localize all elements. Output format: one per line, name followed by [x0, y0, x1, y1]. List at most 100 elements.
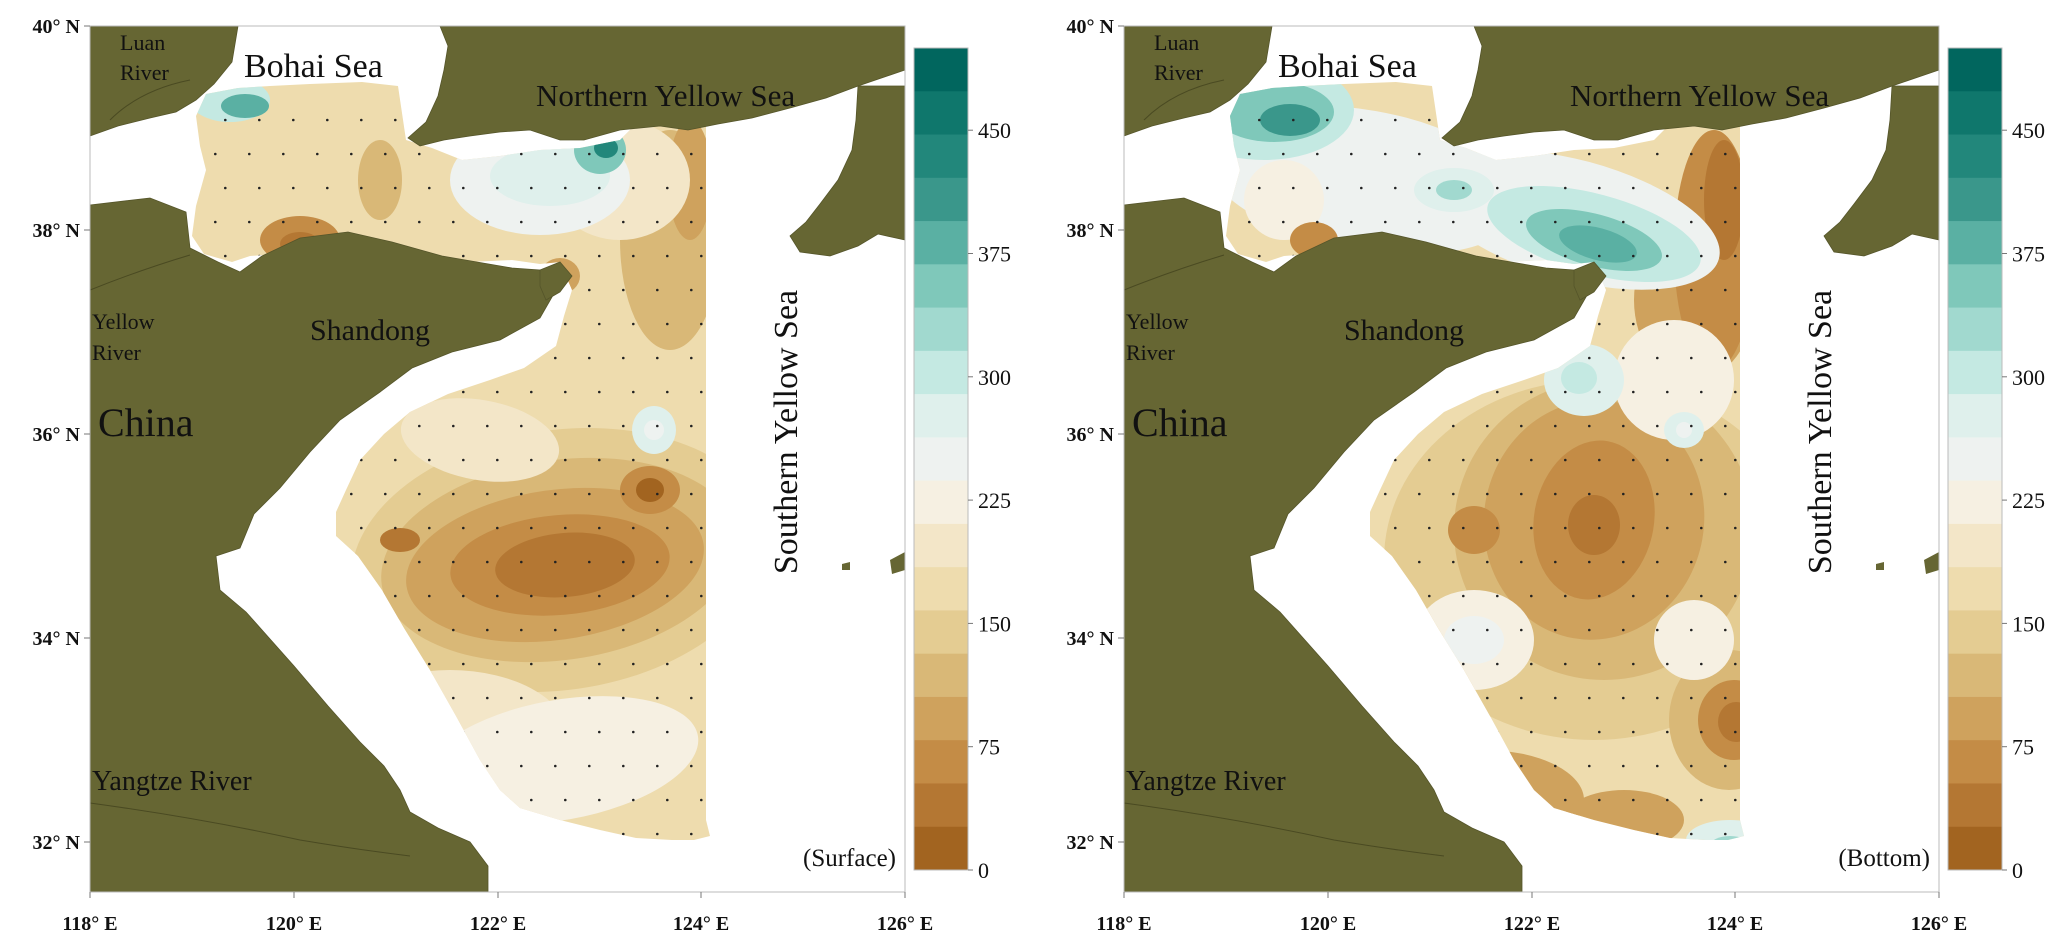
station-dot — [1553, 492, 1557, 496]
lon-tick-label: 120° E — [1300, 913, 1356, 935]
station-dot — [461, 390, 465, 394]
station-dot — [1655, 628, 1659, 632]
luan-river-label: Luan — [1154, 30, 1199, 55]
station-dot — [1655, 356, 1659, 360]
station-dot — [1699, 254, 1703, 258]
land-islet — [1924, 552, 1939, 574]
station-dot — [621, 152, 625, 156]
station-dot — [699, 730, 703, 734]
colorbar-tick-label: 450 — [978, 118, 1011, 143]
luan-river-label: River — [120, 60, 170, 85]
contour-patch — [400, 398, 560, 482]
station-dot — [1553, 628, 1557, 632]
station-dot — [1655, 424, 1659, 428]
station-dot — [1495, 390, 1499, 394]
station-dot — [1699, 458, 1703, 462]
southern-yellow-sea-label: Southern Yellow Sea — [1802, 290, 1839, 574]
lat-tick-label: 32° N — [33, 832, 81, 854]
lat-tick-label: 34° N — [1067, 628, 1115, 650]
station-dot — [1563, 186, 1567, 190]
station-dot — [699, 186, 703, 190]
station-dot — [1655, 288, 1659, 292]
land-west — [1124, 26, 1273, 137]
lon-tick-label: 124° E — [1707, 913, 1763, 935]
station-dot — [621, 696, 625, 700]
colorbar-swatch — [1948, 307, 2002, 352]
station-dot — [1451, 628, 1455, 632]
station-dot — [519, 628, 523, 632]
station-dot — [529, 390, 533, 394]
station-dot — [1315, 220, 1319, 224]
station-dot — [1655, 492, 1659, 496]
station-dot — [1485, 696, 1489, 700]
station-dot — [699, 390, 703, 394]
colorbar-swatch — [1948, 48, 2002, 92]
station-dot — [1461, 662, 1465, 666]
station-dot — [519, 696, 523, 700]
station-dot — [1723, 492, 1727, 496]
colorbar-swatch — [1948, 134, 2002, 179]
colorbar-swatch — [914, 91, 968, 136]
station-dot — [1529, 662, 1533, 666]
station-dot — [427, 186, 431, 190]
station-dot — [291, 118, 295, 122]
colorbar-tick-label: 150 — [978, 611, 1011, 636]
land-china — [1124, 197, 1591, 892]
china-label: China — [1132, 400, 1228, 445]
station-dot — [655, 560, 659, 564]
station-dot — [631, 662, 635, 666]
land-shandong_tip — [539, 261, 573, 301]
station-dot — [563, 798, 567, 802]
station-dot — [223, 118, 227, 122]
station-dot — [1519, 560, 1523, 564]
contour-patch — [225, 130, 325, 210]
station-dot — [689, 764, 693, 768]
colorbar-border — [1947, 47, 2003, 871]
station-dot — [587, 424, 591, 428]
station-dot — [1359, 186, 1363, 190]
colorbar-swatch — [914, 610, 968, 655]
colorbar-swatch — [914, 394, 968, 438]
station-dot — [597, 186, 601, 190]
station-dot — [1461, 594, 1465, 598]
station-dot — [699, 594, 703, 598]
land-islet — [890, 552, 905, 574]
land-korea — [789, 85, 905, 257]
station-dot — [1631, 390, 1635, 394]
station-dot — [223, 254, 227, 258]
station-dot — [1587, 628, 1591, 632]
colorbar-swatch — [914, 350, 968, 395]
station-dot — [1665, 458, 1669, 462]
station-dot — [1519, 492, 1523, 496]
station-dot — [1597, 390, 1601, 394]
station-dot — [689, 424, 693, 428]
station-dot — [621, 628, 625, 632]
station-dot — [563, 254, 567, 258]
station-dot — [1485, 220, 1489, 224]
station-dot — [689, 832, 693, 836]
station-dot — [1451, 560, 1455, 564]
bottom-map: 40° N 38° N 36° N 34° N 32° N 118° E 120° E 122… — [1067, 16, 2045, 935]
lon-tick-label: 126° E — [877, 913, 933, 935]
station-dot — [1529, 254, 1533, 258]
colorbar-swatch — [914, 221, 968, 265]
station-dot — [383, 492, 387, 496]
contour-patch — [1436, 180, 1472, 200]
station-dot — [1349, 152, 1353, 156]
station-dot — [1597, 186, 1601, 190]
station-dot — [1393, 458, 1397, 462]
yellow-river-line — [90, 254, 191, 291]
contour-patch — [1614, 320, 1734, 440]
station-dot — [1495, 662, 1499, 666]
station-dot — [553, 764, 557, 768]
station-dot — [1597, 322, 1601, 326]
station-dot — [587, 696, 591, 700]
station-dot — [689, 696, 693, 700]
station-dot — [529, 730, 533, 734]
station-dot — [655, 152, 659, 156]
station-dot — [553, 696, 557, 700]
station-dot — [1291, 186, 1295, 190]
station-dot — [699, 662, 703, 666]
station-dot — [519, 764, 523, 768]
yangtze-river-label: Yangtze River — [1126, 766, 1286, 797]
